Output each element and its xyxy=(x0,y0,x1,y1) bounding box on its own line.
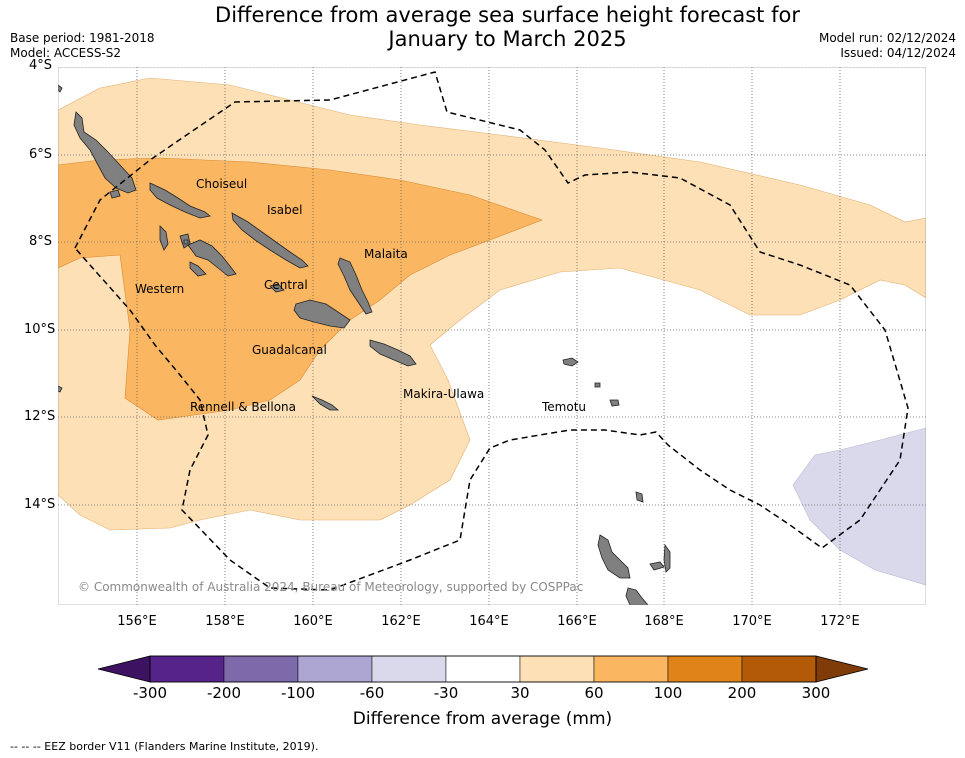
lat-label-8s: 8°S xyxy=(28,234,52,249)
island-malaita xyxy=(337,257,373,315)
model-name: Model: ACCESS-S2 xyxy=(10,46,122,60)
lat-label-12s: 12°S xyxy=(24,409,56,424)
lat-label-6s: 6°S xyxy=(28,147,52,162)
lon-label-168e: 168°E xyxy=(644,614,684,629)
island-malakula xyxy=(625,587,649,605)
place-label-temotu: Temotu xyxy=(542,400,587,414)
title-line-2: January to March 2025 xyxy=(388,27,627,51)
island-banks xyxy=(635,491,644,503)
colorbar-cell-7 xyxy=(593,655,669,683)
island-rendova xyxy=(189,261,207,277)
island-makira xyxy=(369,339,417,367)
island-isabel xyxy=(231,212,309,269)
island-maewo xyxy=(663,543,671,573)
meta-right: Model run: 02/12/2024 Issued: 04/12/2024 xyxy=(819,31,956,61)
issued-date: Issued: 04/12/2024 xyxy=(840,46,956,60)
colorbar-tick-6: 60 xyxy=(584,684,604,702)
colorbar xyxy=(97,655,869,683)
lon-label-170e: 170°E xyxy=(732,614,772,629)
colorbar-outline-left xyxy=(97,655,151,683)
island-bougainville xyxy=(73,111,137,194)
island-florida xyxy=(269,283,285,293)
colorbar-tick-7: 100 xyxy=(653,684,683,702)
eez-border-solomon xyxy=(74,71,909,591)
lon-label-172e: 172°E xyxy=(820,614,860,629)
eez-borders xyxy=(74,71,909,591)
eez-legend-note: -- -- -- EEZ border V11 (Flanders Marine… xyxy=(10,740,319,753)
island-vanikoro xyxy=(609,399,620,407)
copyright-notice: © Commonwealth of Australia 2024, Bureau… xyxy=(78,580,584,594)
base-period: Base period: 1981-2018 xyxy=(10,31,155,45)
lon-label-158e: 158°E xyxy=(205,614,245,629)
lat-label-4s: 4°S xyxy=(28,58,52,73)
lat-label-14s: 14°S xyxy=(24,497,56,512)
island-guadalcanal xyxy=(293,299,351,329)
lon-label-156e: 156°E xyxy=(117,614,157,629)
island-ambae xyxy=(649,561,665,571)
colorbar-cell-2 xyxy=(223,655,299,683)
colorbar-high-extension xyxy=(816,656,868,682)
island-choiseul xyxy=(149,182,211,219)
colorbar-tick-2: -100 xyxy=(280,684,316,702)
colorbar-tick-4: -30 xyxy=(433,684,459,702)
map-title: Difference from average sea surface heig… xyxy=(0,3,965,51)
lon-label-166e: 166°E xyxy=(557,614,597,629)
colorbar-cell-4 xyxy=(371,655,447,683)
colorbar-label: Difference from average (mm) xyxy=(352,709,613,729)
colorbar-tick-0: -300 xyxy=(132,684,168,702)
colorbar-low-extension xyxy=(98,656,150,682)
lon-label-164e: 164°E xyxy=(469,614,509,629)
colorbar-cell-3 xyxy=(297,655,373,683)
island-utupua xyxy=(594,382,601,388)
meta-left: Base period: 1981-2018 Model: ACCESS-S2 xyxy=(10,31,155,61)
map-content xyxy=(58,67,926,605)
colorbar-cell-8 xyxy=(667,655,743,683)
colorbar-tick-8: 200 xyxy=(727,684,757,702)
place-label-malaita: Malaita xyxy=(364,247,408,261)
island-espiritu-santo xyxy=(597,534,631,579)
colorbar-tick-9: 300 xyxy=(801,684,831,702)
colorbar-outline-right xyxy=(815,655,869,683)
place-label-isabel: Isabel xyxy=(267,203,303,217)
place-label-choiseul: Choiseul xyxy=(196,177,248,191)
colorbar-tick-3: -60 xyxy=(359,684,385,702)
lon-label-160e: 160°E xyxy=(293,614,333,629)
place-label-rennell-bellona: Rennell & Bellona xyxy=(190,400,297,414)
islands xyxy=(58,84,671,605)
title-line-1: Difference from average sea surface heig… xyxy=(215,3,800,27)
colorbar-cell-5 xyxy=(445,655,521,683)
island-vella xyxy=(159,225,169,251)
colorbar-cell-6 xyxy=(519,655,595,683)
island-small-3 xyxy=(58,84,63,93)
island-new-georgia xyxy=(187,239,237,277)
island-small-4 xyxy=(58,385,63,393)
colorbar-tick-5: 30 xyxy=(510,684,530,702)
island-small-1 xyxy=(109,189,121,199)
lat-label-10s: 10°S xyxy=(24,322,56,337)
lon-label-162e: 162°E xyxy=(381,614,421,629)
place-label-makira-ulawa: Makira-Ulawa xyxy=(403,387,485,401)
island-santa-cruz xyxy=(562,357,579,367)
place-label-central: Central xyxy=(264,278,308,292)
colorbar-cell-1 xyxy=(149,655,225,683)
anomaly-region-negative xyxy=(792,427,926,586)
colorbar-tick-1: -200 xyxy=(206,684,242,702)
place-label-guadalcanal: Guadalcanal xyxy=(252,343,327,357)
island-small-2 xyxy=(183,239,189,245)
colorbar-cells xyxy=(149,655,817,683)
place-label-western: Western xyxy=(135,282,185,296)
model-run: Model run: 02/12/2024 xyxy=(818,31,956,45)
island-rennell xyxy=(311,395,340,411)
colorbar-cell-9 xyxy=(741,655,817,683)
